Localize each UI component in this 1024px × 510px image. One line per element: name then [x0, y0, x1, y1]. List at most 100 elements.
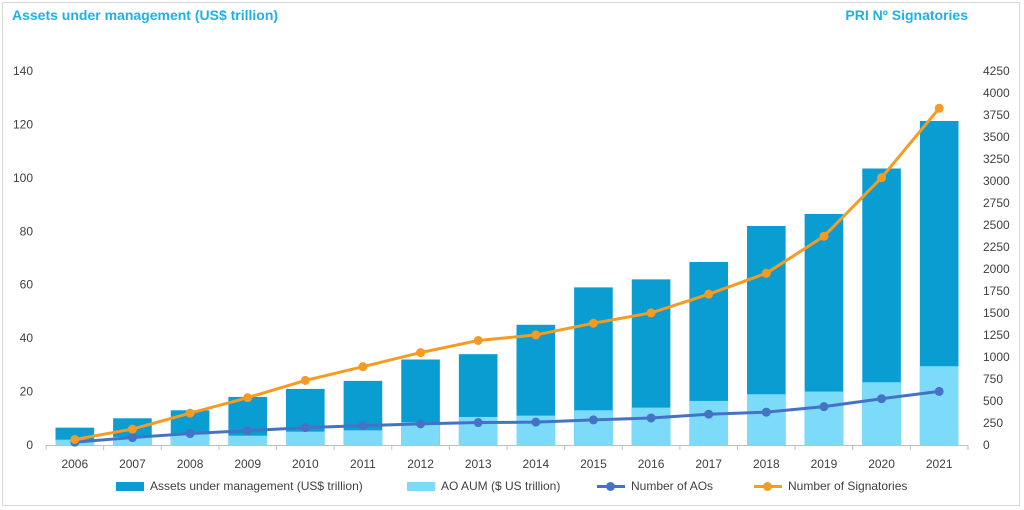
legend-swatch-aum — [116, 481, 144, 491]
y-left-tick-label: 140 — [13, 64, 33, 78]
aos-point — [243, 426, 253, 436]
y-right-tick-label: 500 — [983, 394, 1003, 408]
bar-ao-aum — [862, 382, 901, 445]
bar-ao-aum — [747, 394, 786, 445]
aos-point — [934, 386, 944, 396]
signatories-point — [819, 231, 829, 241]
y-right-tick-label: 3750 — [983, 108, 1010, 122]
aos-point — [877, 394, 887, 404]
legend-label-aos: Number of AOs — [631, 479, 714, 493]
left-axis-title: Assets under management (US$ trillion) — [12, 7, 279, 23]
x-tick-label: 2006 — [61, 457, 88, 471]
legend-swatch-aos — [597, 481, 625, 491]
legend-item-signatories: Number of Signatories — [754, 479, 907, 493]
y-right-tick-label: 1500 — [983, 306, 1010, 320]
x-tick-label: 2019 — [811, 457, 838, 471]
bar-ao-aum — [170, 434, 210, 445]
y-right-tick-label: 1250 — [983, 328, 1010, 342]
x-tick-label: 2012 — [407, 457, 434, 471]
x-tick-label: 2021 — [926, 457, 953, 471]
y-left-tick-label: 80 — [20, 224, 34, 238]
y-right-tick-label: 2000 — [983, 262, 1010, 276]
y-right-tick-label: 250 — [983, 416, 1003, 430]
y-left-tick-label: 100 — [13, 171, 33, 185]
aos-point — [416, 419, 426, 429]
bar-ao-aum — [228, 435, 267, 445]
aos-point — [358, 421, 368, 431]
aos-point — [127, 433, 137, 443]
legend-label-signatories: Number of Signatories — [788, 479, 908, 493]
right-axis-title: PRI Nº Signatories — [845, 7, 968, 23]
signatories-point — [877, 173, 887, 183]
y-left-tick-label: 0 — [26, 438, 33, 452]
y-right-tick-label: 2500 — [983, 218, 1010, 232]
legend-label-ao-aum: AO AUM ($ US trillion) — [441, 479, 561, 493]
legend: Assets under management (US$ trillion) A… — [0, 479, 1024, 497]
x-tick-label: 2016 — [638, 457, 665, 471]
signatories-point — [185, 408, 195, 418]
x-tick-label: 2010 — [292, 457, 319, 471]
aos-point — [704, 409, 714, 419]
legend-label-aum: Assets under management (US$ trillion) — [150, 479, 363, 493]
x-tick-label: 2015 — [580, 457, 607, 471]
signatories-line — [74, 107, 941, 441]
y-right-tick-label: 3250 — [983, 152, 1010, 166]
y-right-tick-label: 3500 — [983, 130, 1010, 144]
signatories-point — [243, 393, 253, 403]
y-right-tick-label: 4250 — [983, 64, 1010, 78]
y-right-tick-label: 3000 — [983, 174, 1010, 188]
y-right-tick-label: 2750 — [983, 196, 1010, 210]
signatories-point — [588, 318, 598, 328]
x-tick-label: 2018 — [753, 457, 780, 471]
x-tick-label: 2013 — [465, 457, 492, 471]
aos-line — [74, 389, 940, 444]
bar-ao-aum — [401, 422, 440, 445]
y-right-tick-label: 2250 — [983, 240, 1010, 254]
legend-swatch-signatories — [754, 481, 782, 491]
x-tick-label: 2017 — [695, 457, 722, 471]
aos-point — [473, 418, 483, 428]
aos-point — [185, 429, 195, 439]
signatories-point — [127, 424, 137, 434]
aos-point — [300, 423, 310, 433]
signatories-point — [473, 335, 483, 345]
signatories-point — [416, 348, 426, 358]
x-tick-label: 2009 — [234, 457, 261, 471]
y-left-tick-label: 60 — [20, 278, 34, 292]
aos-point — [646, 413, 656, 423]
y-right-tick-label: 750 — [983, 372, 1003, 386]
y-left-tick-label: 120 — [13, 117, 33, 131]
bar-ao-aum — [343, 430, 383, 445]
legend-swatch-ao-aum — [407, 481, 435, 491]
signatories-point — [934, 103, 944, 113]
signatories-point — [70, 434, 80, 444]
signatories-point — [761, 268, 771, 278]
x-tick-label: 2014 — [522, 457, 549, 471]
legend-item-ao-aum: AO AUM ($ US trillion) — [407, 479, 560, 493]
bar-ao-aum — [689, 400, 728, 445]
signatories-point — [358, 362, 368, 372]
y-right-tick-label: 1000 — [983, 350, 1010, 364]
aos-point — [819, 402, 829, 412]
aos-point — [588, 415, 598, 425]
x-tick-label: 2011 — [350, 457, 376, 471]
bar-ao-aum — [919, 366, 959, 445]
aos-point — [531, 417, 541, 427]
aos-point — [761, 407, 771, 417]
y-right-tick-label: 1750 — [983, 284, 1010, 298]
x-tick-label: 2007 — [119, 457, 146, 471]
signatories-point — [531, 330, 541, 340]
legend-item-aum: Assets under management (US$ trillion) — [116, 479, 363, 493]
signatories-point — [646, 308, 656, 318]
signatories-point — [300, 375, 310, 385]
y-right-tick-label: 0 — [983, 438, 990, 452]
y-right-tick-label: 4000 — [983, 86, 1010, 100]
y-left-tick-label: 20 — [20, 385, 34, 399]
bar-ao-aum — [286, 431, 325, 445]
bar-ao-aum — [804, 391, 844, 445]
bar-ao-aum — [631, 407, 671, 445]
x-tick-label: 2020 — [868, 457, 895, 471]
legend-item-aos: Number of AOs — [597, 479, 713, 493]
